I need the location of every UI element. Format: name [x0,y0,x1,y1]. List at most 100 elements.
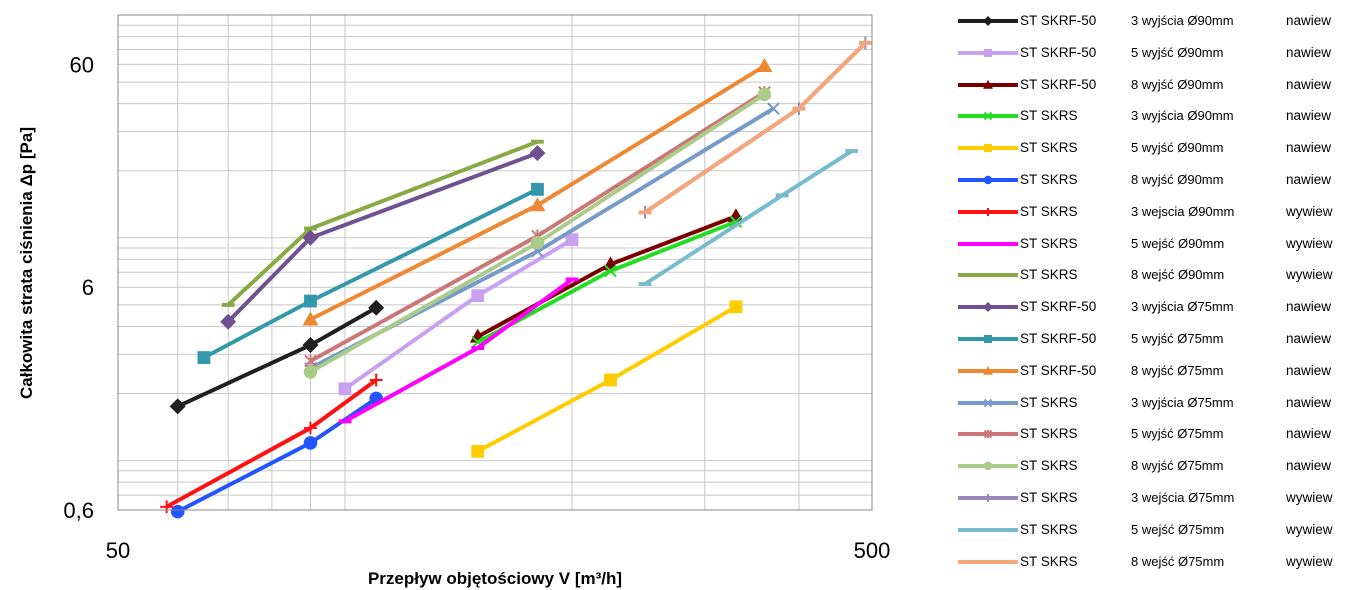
data-point [529,197,546,212]
data-point [338,382,352,396]
legend-swatch [958,365,1018,375]
legend-flow: wywiew [1286,203,1333,219]
legend-item: ST SKRF-50 3 wyjścia Ø90mm nawiew [958,10,1350,32]
data-point [767,102,780,115]
legend-outlets: 3 wyjścia Ø90mm [1131,13,1234,28]
legend-item: ST SKRF-50 3 wyjścia Ø75mm nawiew [958,296,1350,318]
data-point [983,79,993,89]
legend-series-name: ST SKRS [1020,267,1078,283]
series-12 [302,58,773,326]
legend-swatch [958,559,1018,564]
legend-item: ST SKRS 3 wejścia Ø75mm wywiew [958,487,1350,509]
legend-flow: nawiew [1286,458,1332,474]
legend-swatch [958,335,1018,343]
data-point [529,145,546,162]
data-point [984,494,992,502]
series-lines [160,36,872,519]
series-1 [169,299,385,415]
data-point [302,337,319,354]
data-point [984,207,992,216]
data-point [304,294,317,308]
y-axis-title: Całkowita strata ciśnienia Δp [Pa] [17,127,36,399]
legend-flow: nawiew [1286,13,1332,28]
legend-outlets: 3 wyjścia Ø75mm [1131,299,1234,315]
legend-swatch [958,144,1018,153]
legend-swatch [958,207,1018,216]
legend-outlets: 3 wyjścia Ø75mm [1131,394,1234,410]
legend-series-name: ST SKRS [1020,108,1078,124]
legend-item: ST SKRS 3 wyjścia Ø75mm nawiew [958,392,1350,414]
data-point [638,210,652,215]
data-point [338,419,352,424]
data-point [757,87,772,102]
data-point [756,58,773,73]
legend-item: ST SKRF-50 8 wyjść Ø75mm nawiew [958,360,1350,382]
legend-swatch [958,175,1018,185]
legend-flow: nawiew [1286,140,1332,156]
data-point [984,144,992,153]
data-point [845,149,859,154]
data-point [983,16,993,26]
legend-outlets: 8 wyjść Ø90mm [1131,76,1224,92]
legend-flow: nawiew [1286,76,1332,92]
legend-item: ST SKRF-50 8 wyjść Ø90mm nawiew [958,74,1350,96]
legend-series-name: ST SKRF-50 [1020,362,1097,378]
x-axis-title: Przepływ objętościowy V [m³/h] [368,569,622,588]
legend-series-name: ST SKRS [1020,490,1078,505]
legend-outlets: 5 wyjść Ø90mm [1131,44,1224,60]
data-point [368,299,385,316]
data-point [984,48,992,57]
legend-series-name: ST SKRS [1020,140,1078,156]
legend-series-name: ST SKRS [1020,172,1078,187]
x-tick-label: 500 [854,538,891,563]
series-10 [220,145,546,330]
data-point [729,300,743,314]
legend-series-name: ST SKRF-50 [1020,76,1097,92]
data-point [471,346,485,351]
data-point [604,373,617,387]
legend-outlets: 5 wejść Ø75mm [1131,521,1225,537]
legend-swatch [958,79,1018,89]
data-point [983,398,993,407]
data-point [984,241,992,246]
legend-item: ST SKRF-50 5 wyjść Ø75mm nawiew [958,328,1350,350]
data-point [160,500,174,514]
legend-flow: nawiew [1286,44,1332,60]
y-tick-label: 0,6 [63,498,94,523]
legend-outlets: 8 wyjść Ø90mm [1131,172,1224,187]
series-7 [160,373,383,514]
legend-item: ST SKRS 8 wejść Ø75mm wywiew [958,551,1350,573]
legend-outlets: 3 wejścia Ø75mm [1131,490,1235,505]
legend-outlets: 8 wejść Ø75mm [1131,553,1225,569]
data-point [471,444,485,458]
legend-item: ST SKRS 5 wyjść Ø75mm nawiew [958,423,1350,445]
tick-labels: 50 500 0,6 6 60 [63,52,890,563]
data-point [983,430,993,439]
data-point [775,193,789,198]
legend-swatch [958,112,1018,121]
legend-item: ST SKRS 8 wyjść Ø90mm nawiew [958,169,1350,191]
legend-series-name: ST SKRS [1020,521,1078,537]
legend-flow: nawiew [1286,362,1332,378]
data-point [984,273,992,278]
legend-series-name: ST SKRF-50 [1020,331,1097,346]
data-point [530,235,545,250]
data-point [304,226,317,231]
legend-outlets: 5 wyjść Ø90mm [1131,140,1224,156]
data-point [984,335,992,343]
series-6 [170,391,383,519]
legend-item: ST SKRS 3 wyjścia Ø90mm nawiew [958,105,1350,127]
legend-swatch [958,302,1018,313]
data-point [303,365,318,379]
legend-series-name: ST SKRF-50 [1020,13,1097,28]
data-point [221,302,235,307]
data-point [302,311,319,326]
legend-outlets: 8 wyjść Ø75mm [1131,362,1224,378]
legend-outlets: 8 wyjść Ø75mm [1131,458,1224,474]
legend-swatch [958,494,1018,502]
series-4 [471,215,743,349]
legend-series-name: ST SKRF-50 [1020,299,1097,315]
legend-flow: nawiew [1286,299,1332,315]
legend-outlets: 5 wejść Ø90mm [1131,235,1225,251]
legend-outlets: 5 wyjść Ø75mm [1131,331,1224,346]
